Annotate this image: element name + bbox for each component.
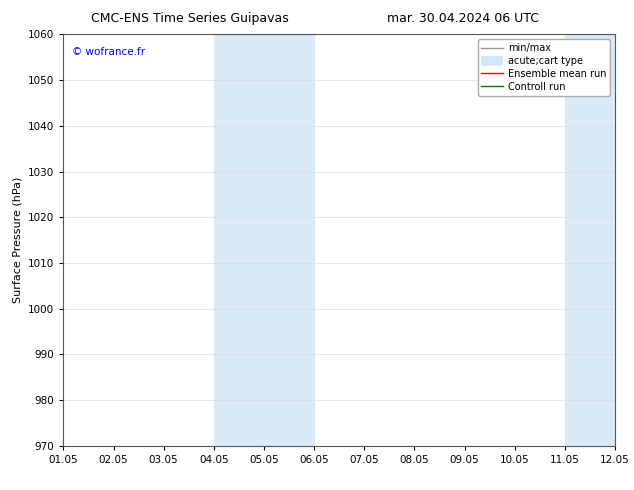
Text: © wofrance.fr: © wofrance.fr [72, 47, 145, 57]
Text: mar. 30.04.2024 06 UTC: mar. 30.04.2024 06 UTC [387, 12, 539, 25]
Y-axis label: Surface Pressure (hPa): Surface Pressure (hPa) [13, 177, 23, 303]
Legend: min/max, acute;cart type, Ensemble mean run, Controll run: min/max, acute;cart type, Ensemble mean … [477, 39, 610, 96]
Bar [214, 34, 314, 446]
Bar [565, 34, 634, 446]
Text: CMC-ENS Time Series Guipavas: CMC-ENS Time Series Guipavas [91, 12, 289, 25]
